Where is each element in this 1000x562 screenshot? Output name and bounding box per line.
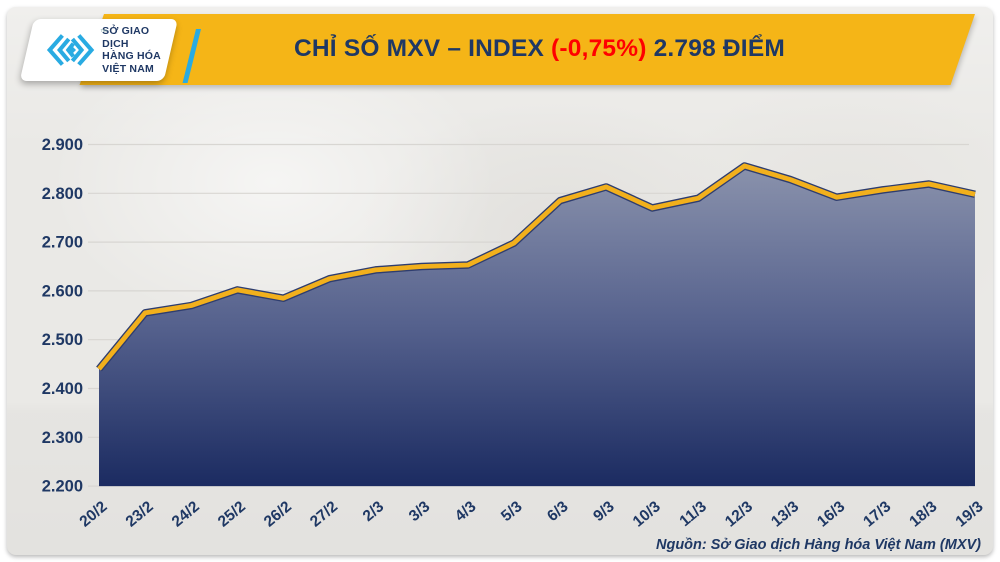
y-axis-tick-label: 2.400 bbox=[42, 380, 83, 398]
x-axis-tick-label: 11/3 bbox=[677, 498, 711, 530]
title-text: CHỈ SỐ MXV – INDEX bbox=[294, 34, 552, 62]
y-axis-tick-label: 2.900 bbox=[42, 136, 83, 154]
x-axis-tick-label: 24/2 bbox=[169, 498, 203, 530]
x-axis-tick-label: 25/2 bbox=[215, 498, 249, 530]
x-axis-tick-label: 6/3 bbox=[544, 498, 572, 525]
trademark-symbol: ™ bbox=[100, 29, 107, 36]
x-axis-tick-label: 27/2 bbox=[307, 498, 341, 530]
y-axis-tick-label: 2.800 bbox=[42, 185, 83, 203]
logo-text-line2: HÀNG HÓA bbox=[102, 50, 161, 62]
logo-content: ™ SỞ GIAO DỊCH HÀNG HÓA VIỆT NAM bbox=[34, 19, 178, 81]
x-axis-tick-label: 23/2 bbox=[123, 498, 157, 530]
x-axis-tick-label: 10/3 bbox=[630, 498, 664, 531]
title-value: 2.798 ĐIỂM bbox=[646, 34, 785, 62]
y-axis-tick-label: 2.300 bbox=[42, 429, 83, 447]
x-axis-tick-label: 16/3 bbox=[814, 498, 848, 531]
x-axis-tick-label: 5/3 bbox=[498, 498, 526, 525]
x-axis-tick-label: 26/2 bbox=[261, 498, 295, 530]
y-axis-tick-label: 2.200 bbox=[42, 478, 83, 496]
source-note: Nguồn: Sở Giao dịch Hàng hóa Việt Nam (M… bbox=[656, 537, 981, 553]
x-axis-tick-label: 3/3 bbox=[406, 498, 434, 525]
chart-title: CHỈ SỐ MXV – INDEX (-0,75%) 2.798 ĐIỂM bbox=[104, 14, 975, 85]
mxv-logo: ™ SỞ GIAO DỊCH HÀNG HÓA VIỆT NAM bbox=[19, 19, 178, 81]
x-axis-tick-label: 4/3 bbox=[452, 498, 480, 525]
x-axis-tick-label: 19/3 bbox=[953, 498, 987, 531]
logo-text-line1: SỞ GIAO DỊCH bbox=[102, 25, 150, 50]
y-axis-tick-label: 2.500 bbox=[42, 331, 83, 349]
y-axis-tick-label: 2.700 bbox=[42, 234, 83, 252]
x-axis-tick-label: 20/2 bbox=[77, 498, 111, 530]
index-area-fill bbox=[99, 165, 975, 487]
title-change-percent: (-0,75%) bbox=[551, 34, 647, 62]
mxv-chevrons-icon bbox=[46, 34, 95, 66]
x-axis-tick-label: 2/3 bbox=[360, 498, 388, 525]
x-axis-tick-label: 9/3 bbox=[590, 498, 618, 525]
x-axis-tick-label: 13/3 bbox=[768, 498, 802, 531]
x-axis-tick-label: 18/3 bbox=[906, 498, 940, 531]
x-axis-tick-label: 12/3 bbox=[722, 498, 756, 531]
x-axis-tick-label: 17/3 bbox=[860, 498, 894, 531]
logo-text-line3: VIỆT NAM bbox=[102, 62, 154, 75]
title-banner: CHỈ SỐ MXV – INDEX (-0,75%) 2.798 ĐIỂM bbox=[79, 14, 976, 85]
y-axis-tick-label: 2.600 bbox=[42, 282, 83, 300]
logo-text: SỞ GIAO DỊCH HÀNG HÓA VIỆT NAM bbox=[102, 25, 172, 75]
